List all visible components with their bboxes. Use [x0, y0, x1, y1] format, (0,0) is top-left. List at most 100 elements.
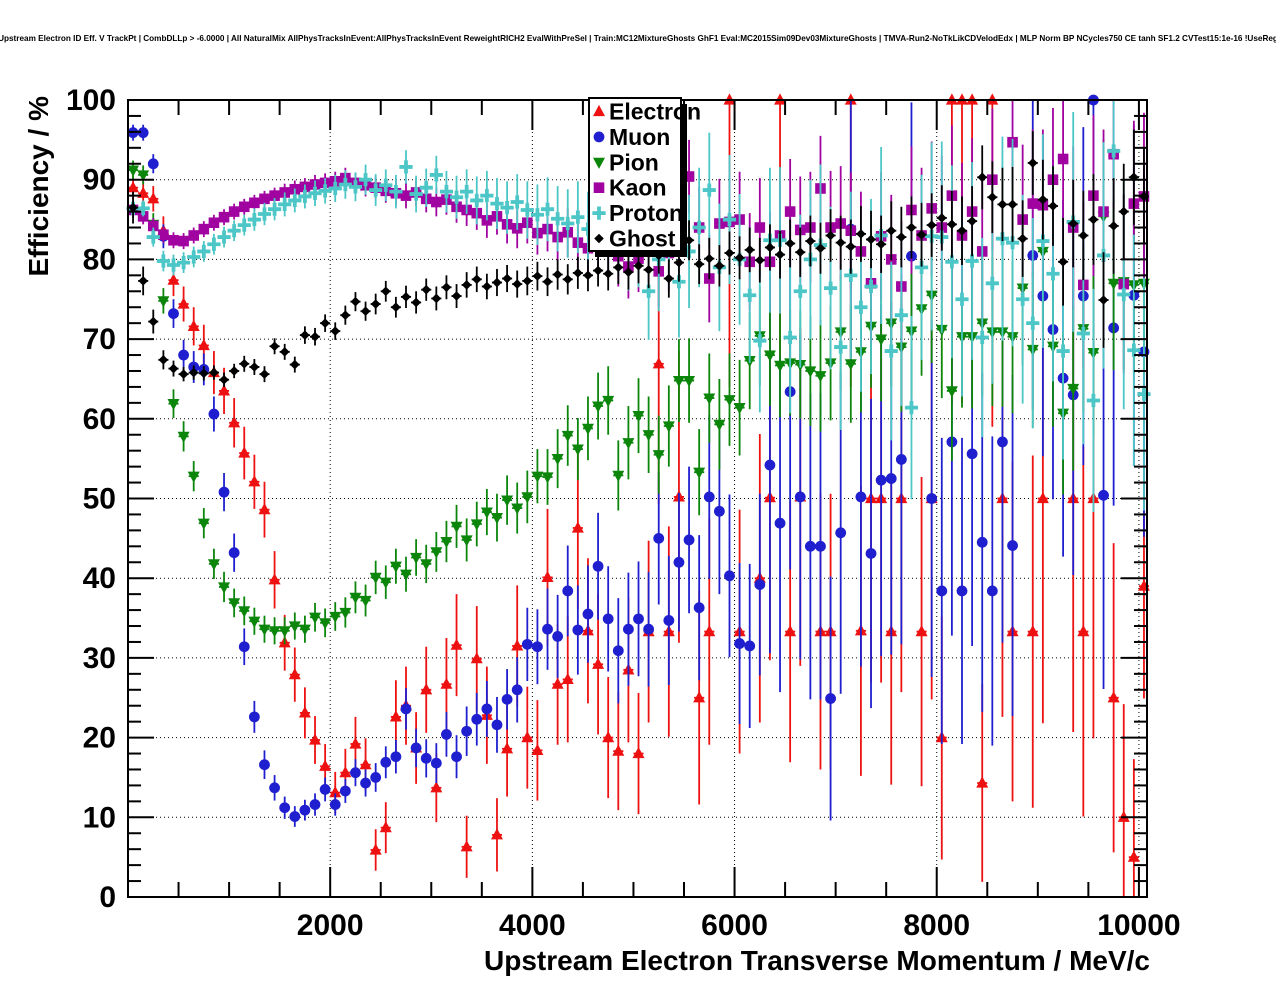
- data-point-marker: [774, 517, 786, 529]
- data-point-marker: [128, 202, 138, 213]
- data-point-marker: [652, 450, 665, 462]
- legend-label: Kaon: [609, 175, 667, 201]
- series-muon: [127, 94, 1150, 827]
- data-point-marker: [480, 507, 493, 519]
- data-point-marker: [986, 585, 998, 597]
- data-point-marker: [846, 241, 856, 252]
- data-point-marker: [703, 491, 715, 503]
- data-point-marker: [825, 693, 836, 704]
- data-point-marker: [370, 299, 381, 309]
- data-point-marker: [219, 374, 229, 385]
- data-point-marker: [248, 616, 261, 628]
- data-point-marker: [258, 624, 271, 636]
- data-point-marker: [916, 229, 927, 240]
- data-point-marker: [461, 725, 473, 737]
- data-point-marker: [319, 618, 332, 630]
- data-point-marker: [702, 183, 716, 197]
- data-point-marker: [1086, 393, 1101, 408]
- data-point-marker: [430, 757, 442, 769]
- data-point-marker: [379, 821, 392, 833]
- data-point-marker: [642, 430, 655, 442]
- data-point-marker: [683, 534, 695, 546]
- data-point-marker: [278, 626, 291, 638]
- data-point-marker: [643, 623, 655, 635]
- data-point-marker: [593, 157, 605, 169]
- data-point-marker: [320, 318, 330, 328]
- data-point-marker: [1027, 158, 1038, 168]
- data-point-marker: [288, 193, 302, 208]
- x-tick-label: 8000: [903, 909, 970, 942]
- data-point-marker: [259, 369, 270, 379]
- data-point-marker: [400, 703, 412, 715]
- data-point-marker: [664, 273, 674, 284]
- data-point-marker: [298, 624, 311, 636]
- data-point-marker: [247, 212, 261, 227]
- data-point-marker: [985, 276, 999, 290]
- data-point-marker: [1007, 199, 1018, 210]
- data-point-marker: [460, 185, 474, 199]
- data-point-marker: [1127, 343, 1141, 357]
- data-point-marker: [217, 230, 231, 244]
- data-point-marker: [977, 172, 988, 183]
- data-point-marker: [663, 615, 675, 626]
- data-point-marker: [369, 183, 383, 197]
- data-point-marker: [218, 486, 230, 498]
- data-point-marker: [148, 316, 159, 327]
- data-point-marker: [248, 711, 260, 723]
- data-point-marker: [318, 184, 332, 198]
- data-point-marker: [571, 444, 584, 456]
- data-point-marker: [309, 612, 322, 624]
- data-point-marker: [844, 268, 858, 282]
- data-series: [126, 93, 1151, 897]
- data-point-marker: [673, 556, 685, 568]
- data-point-marker: [228, 416, 241, 428]
- y-axis-title: Efficiency / %: [23, 96, 54, 277]
- data-point-marker: [1137, 387, 1151, 401]
- data-point-marker: [855, 491, 867, 503]
- data-point-marker: [449, 190, 464, 204]
- data-point-marker: [429, 168, 443, 182]
- data-point-marker: [188, 367, 199, 378]
- data-point-marker: [339, 766, 352, 778]
- data-point-marker: [1036, 234, 1050, 248]
- data-point-marker: [1027, 198, 1039, 209]
- axis-ticks: [128, 99, 1147, 898]
- data-point-marker: [633, 260, 644, 271]
- legend-label: Electron: [609, 99, 701, 125]
- data-point-marker: [209, 367, 219, 378]
- data-point-marker: [936, 213, 947, 223]
- data-point-marker: [279, 802, 291, 814]
- data-point-marker: [856, 229, 866, 239]
- data-point-marker: [582, 608, 594, 620]
- data-point-marker: [521, 638, 533, 650]
- data-point-marker: [823, 281, 838, 295]
- data-point-marker: [1038, 194, 1048, 205]
- data-point-marker: [410, 552, 423, 565]
- data-point-marker: [1017, 233, 1028, 244]
- data-point-marker: [431, 293, 442, 304]
- data-point-marker: [593, 131, 605, 143]
- data-point-marker: [158, 355, 169, 365]
- data-point-marker: [976, 776, 989, 788]
- legend-label: Muon: [609, 124, 670, 150]
- data-point-marker: [1058, 256, 1068, 267]
- data-point-marker: [632, 411, 645, 423]
- data-point-marker: [290, 359, 300, 370]
- data-point-marker: [744, 245, 755, 255]
- data-point-marker: [269, 341, 280, 352]
- data-point-marker: [1078, 230, 1089, 241]
- data-point-marker: [987, 192, 998, 203]
- data-point-marker: [228, 598, 241, 610]
- data-point-marker: [652, 357, 665, 369]
- data-point-marker: [168, 234, 179, 246]
- plot-title: Upstream Electron ID Eff. V TrackPt | Co…: [0, 34, 1276, 43]
- data-point-marker: [804, 366, 817, 378]
- data-point-marker: [532, 641, 543, 653]
- data-point-marker: [440, 536, 453, 549]
- data-point-marker: [137, 170, 150, 182]
- data-point-marker: [400, 569, 413, 581]
- data-point-marker: [945, 386, 958, 398]
- data-point-marker: [197, 338, 210, 351]
- data-point-marker: [866, 234, 876, 245]
- data-point-marker: [835, 527, 847, 539]
